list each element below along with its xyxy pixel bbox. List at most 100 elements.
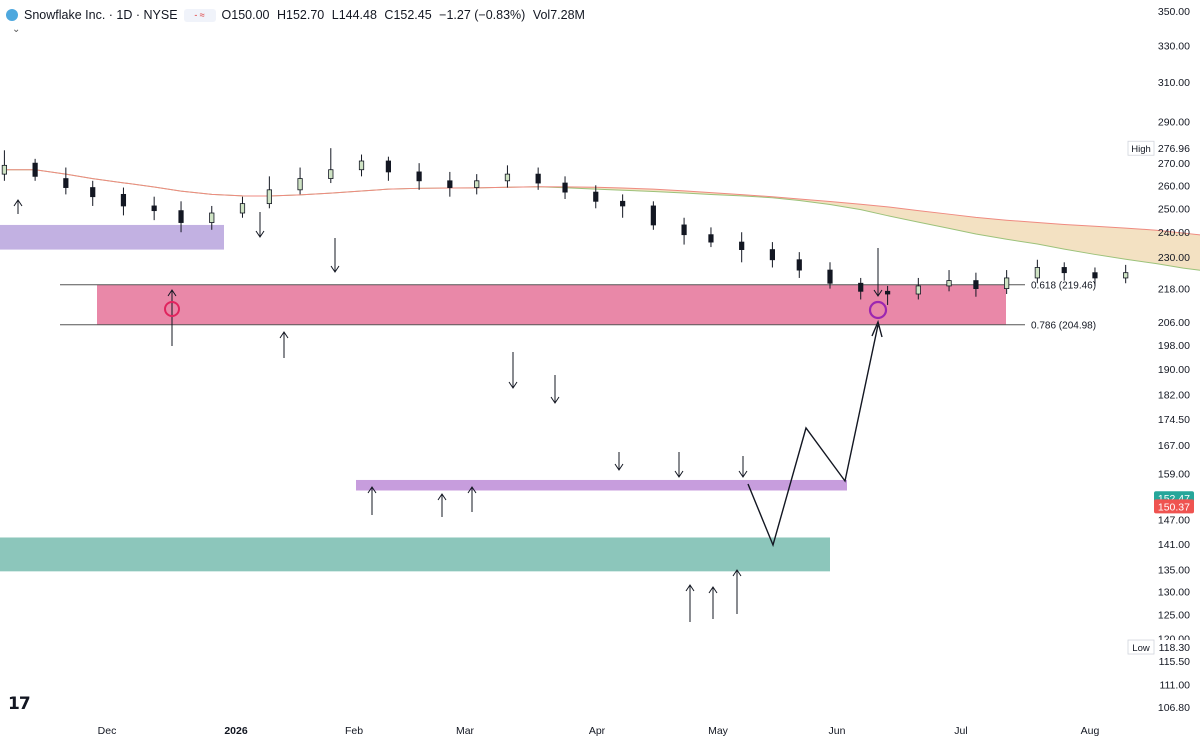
x-tick-label: Apr [589,725,606,737]
candle [620,200,626,207]
high-marker-label: High [1131,144,1151,155]
candle [297,178,303,191]
price-tag-1 [1154,499,1194,514]
candle [447,180,453,188]
ohlc-readout: O150.00 H152.70 L144.48 C152.45 −1.27 (−… [221,8,585,22]
y-tick-label: 218.00 [1158,284,1190,296]
candle [151,205,157,212]
marker-circle-red [164,301,180,317]
down-arrow-0-head [255,230,265,238]
y-tick-label: 174.50 [1158,414,1190,426]
y-tick-label: 206.00 [1158,317,1190,329]
candle [739,241,745,250]
y-tick-label: 270.00 [1158,158,1190,170]
open-value: 150.00 [231,8,270,22]
y-tick-label: 198.00 [1158,340,1190,352]
x-tick-label: 2026 [224,725,248,737]
candle [1004,277,1010,290]
up-arrow-1-head [167,289,177,297]
x-tick-label: Jun [829,725,846,737]
symbol-header: Snowflake Inc. · 1D · NYSE - ≈ O150.00 H… [6,6,589,24]
candle [209,212,215,223]
candle [769,249,776,261]
y-tick-label: 147.00 [1158,515,1190,527]
y-axis: 350.00 330.00 310.00 290.00 270.00 260.00 250.… [1158,6,1190,714]
down-arrow-6-head [738,470,748,478]
ma-slow-line [4,169,1200,236]
high-marker-value: 276.96 [1158,143,1190,155]
pink-fib-zone-zone [97,284,1006,325]
candle [1061,267,1067,274]
candle [827,269,833,284]
candle [328,169,334,179]
down-arrow-4-head [614,463,624,471]
y-tick-label: 106.80 [1158,702,1190,714]
candle [239,203,246,214]
candle [973,280,979,290]
candle [178,210,184,223]
candle [946,280,952,287]
low-value: 144.48 [338,8,377,22]
close-value: 152.45 [393,8,432,22]
y-tick-label: 130.00 [1158,587,1190,599]
y-tick-label: 111.00 [1159,679,1190,691]
candle [120,193,127,207]
candle [358,160,365,171]
y-tick-label: 240.00 [1158,227,1190,239]
up-arrow-4-head [437,493,447,501]
candle [474,180,480,188]
down-arrow-2-head [508,381,518,389]
candle [535,173,541,184]
y-tick-label: 135.00 [1158,565,1190,577]
candle [90,187,96,198]
candle [915,285,921,295]
low-marker-value-box [1156,640,1194,655]
candle [1,164,7,175]
y-tick-label: 310.00 [1158,77,1190,89]
snowflake-logo-icon [6,9,18,21]
candles-group [1,148,1129,305]
x-tick-label: Feb [345,725,363,737]
up-arrow-8-head [732,569,742,577]
x-tick-label: Mar [456,725,475,737]
candle [416,171,422,182]
collapse-chevron-icon[interactable]: ⌄ [12,24,21,35]
high-marker-value-box [1156,141,1194,156]
teal-support-zone [0,537,830,572]
y-tick-label: 182.00 [1158,389,1190,401]
marker-circle-purple [868,300,888,320]
down-arrow-7-head [873,289,883,297]
y-tick-label: 230.00 [1158,252,1190,264]
ma-fast-line [4,169,1200,271]
candle [63,178,69,188]
projection-arrowhead [871,319,883,338]
candle [32,162,38,177]
candle [796,259,802,271]
candle [885,290,891,295]
high-marker-label-box [1127,140,1155,156]
candle [266,189,272,205]
candle [1034,267,1040,279]
candle [1092,272,1098,279]
volume-value: 7.28M [550,8,585,22]
y-tick-label: 290.00 [1158,116,1190,128]
y-tick-label: 167.00 [1158,440,1190,452]
y-tick-label: 141.00 [1158,539,1190,551]
down-arrow-5-head [674,470,684,478]
ma-ribbon [4,169,1200,271]
price-tag-value-1: 150.37 [1158,501,1190,513]
symbol-title[interactable]: Snowflake Inc. · 1D · NYSE [24,8,178,22]
up-arrow-5-head [467,486,477,494]
up-arrow-6-head [685,584,695,592]
indicator-pill-icon[interactable]: - ≈ [183,8,216,22]
up-arrow-0-head [13,199,23,207]
candle [1123,272,1129,279]
candle [708,234,714,243]
y-tick-label: 125.00 [1158,610,1190,622]
x-tick-label: Aug [1081,725,1100,737]
candle [385,160,392,173]
y-tick-label: 330.00 [1158,41,1190,53]
y-tick-label: 350.00 [1158,6,1190,18]
y-tick-label: 115.50 [1159,656,1190,668]
